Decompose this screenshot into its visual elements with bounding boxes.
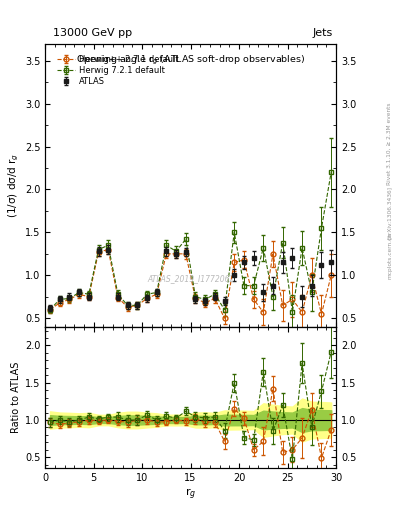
Text: 13000 GeV pp: 13000 GeV pp xyxy=(53,28,132,38)
Text: Opening angle r$_g$ (ATLAS soft-drop observables): Opening angle r$_g$ (ATLAS soft-drop obs… xyxy=(76,53,305,67)
Text: Jets: Jets xyxy=(313,28,333,38)
Legend: Herwig++ 2.7.1 default, Herwig 7.2.1 default, ATLAS: Herwig++ 2.7.1 default, Herwig 7.2.1 def… xyxy=(55,53,180,88)
Y-axis label: Ratio to ATLAS: Ratio to ATLAS xyxy=(11,362,21,433)
Text: Rivet 3.1.10, ≥ 2.3M events: Rivet 3.1.10, ≥ 2.3M events xyxy=(387,102,392,185)
Y-axis label: (1/σ) dσ/d r$_g$: (1/σ) dσ/d r$_g$ xyxy=(6,153,21,218)
Text: [arXiv:1306.3436]: [arXiv:1306.3436] xyxy=(387,186,392,239)
Text: ATLAS_2019_I1772062: ATLAS_2019_I1772062 xyxy=(147,274,234,283)
X-axis label: r$_g$: r$_g$ xyxy=(185,486,196,502)
Text: mcplots.cern.ch: mcplots.cern.ch xyxy=(387,232,392,280)
